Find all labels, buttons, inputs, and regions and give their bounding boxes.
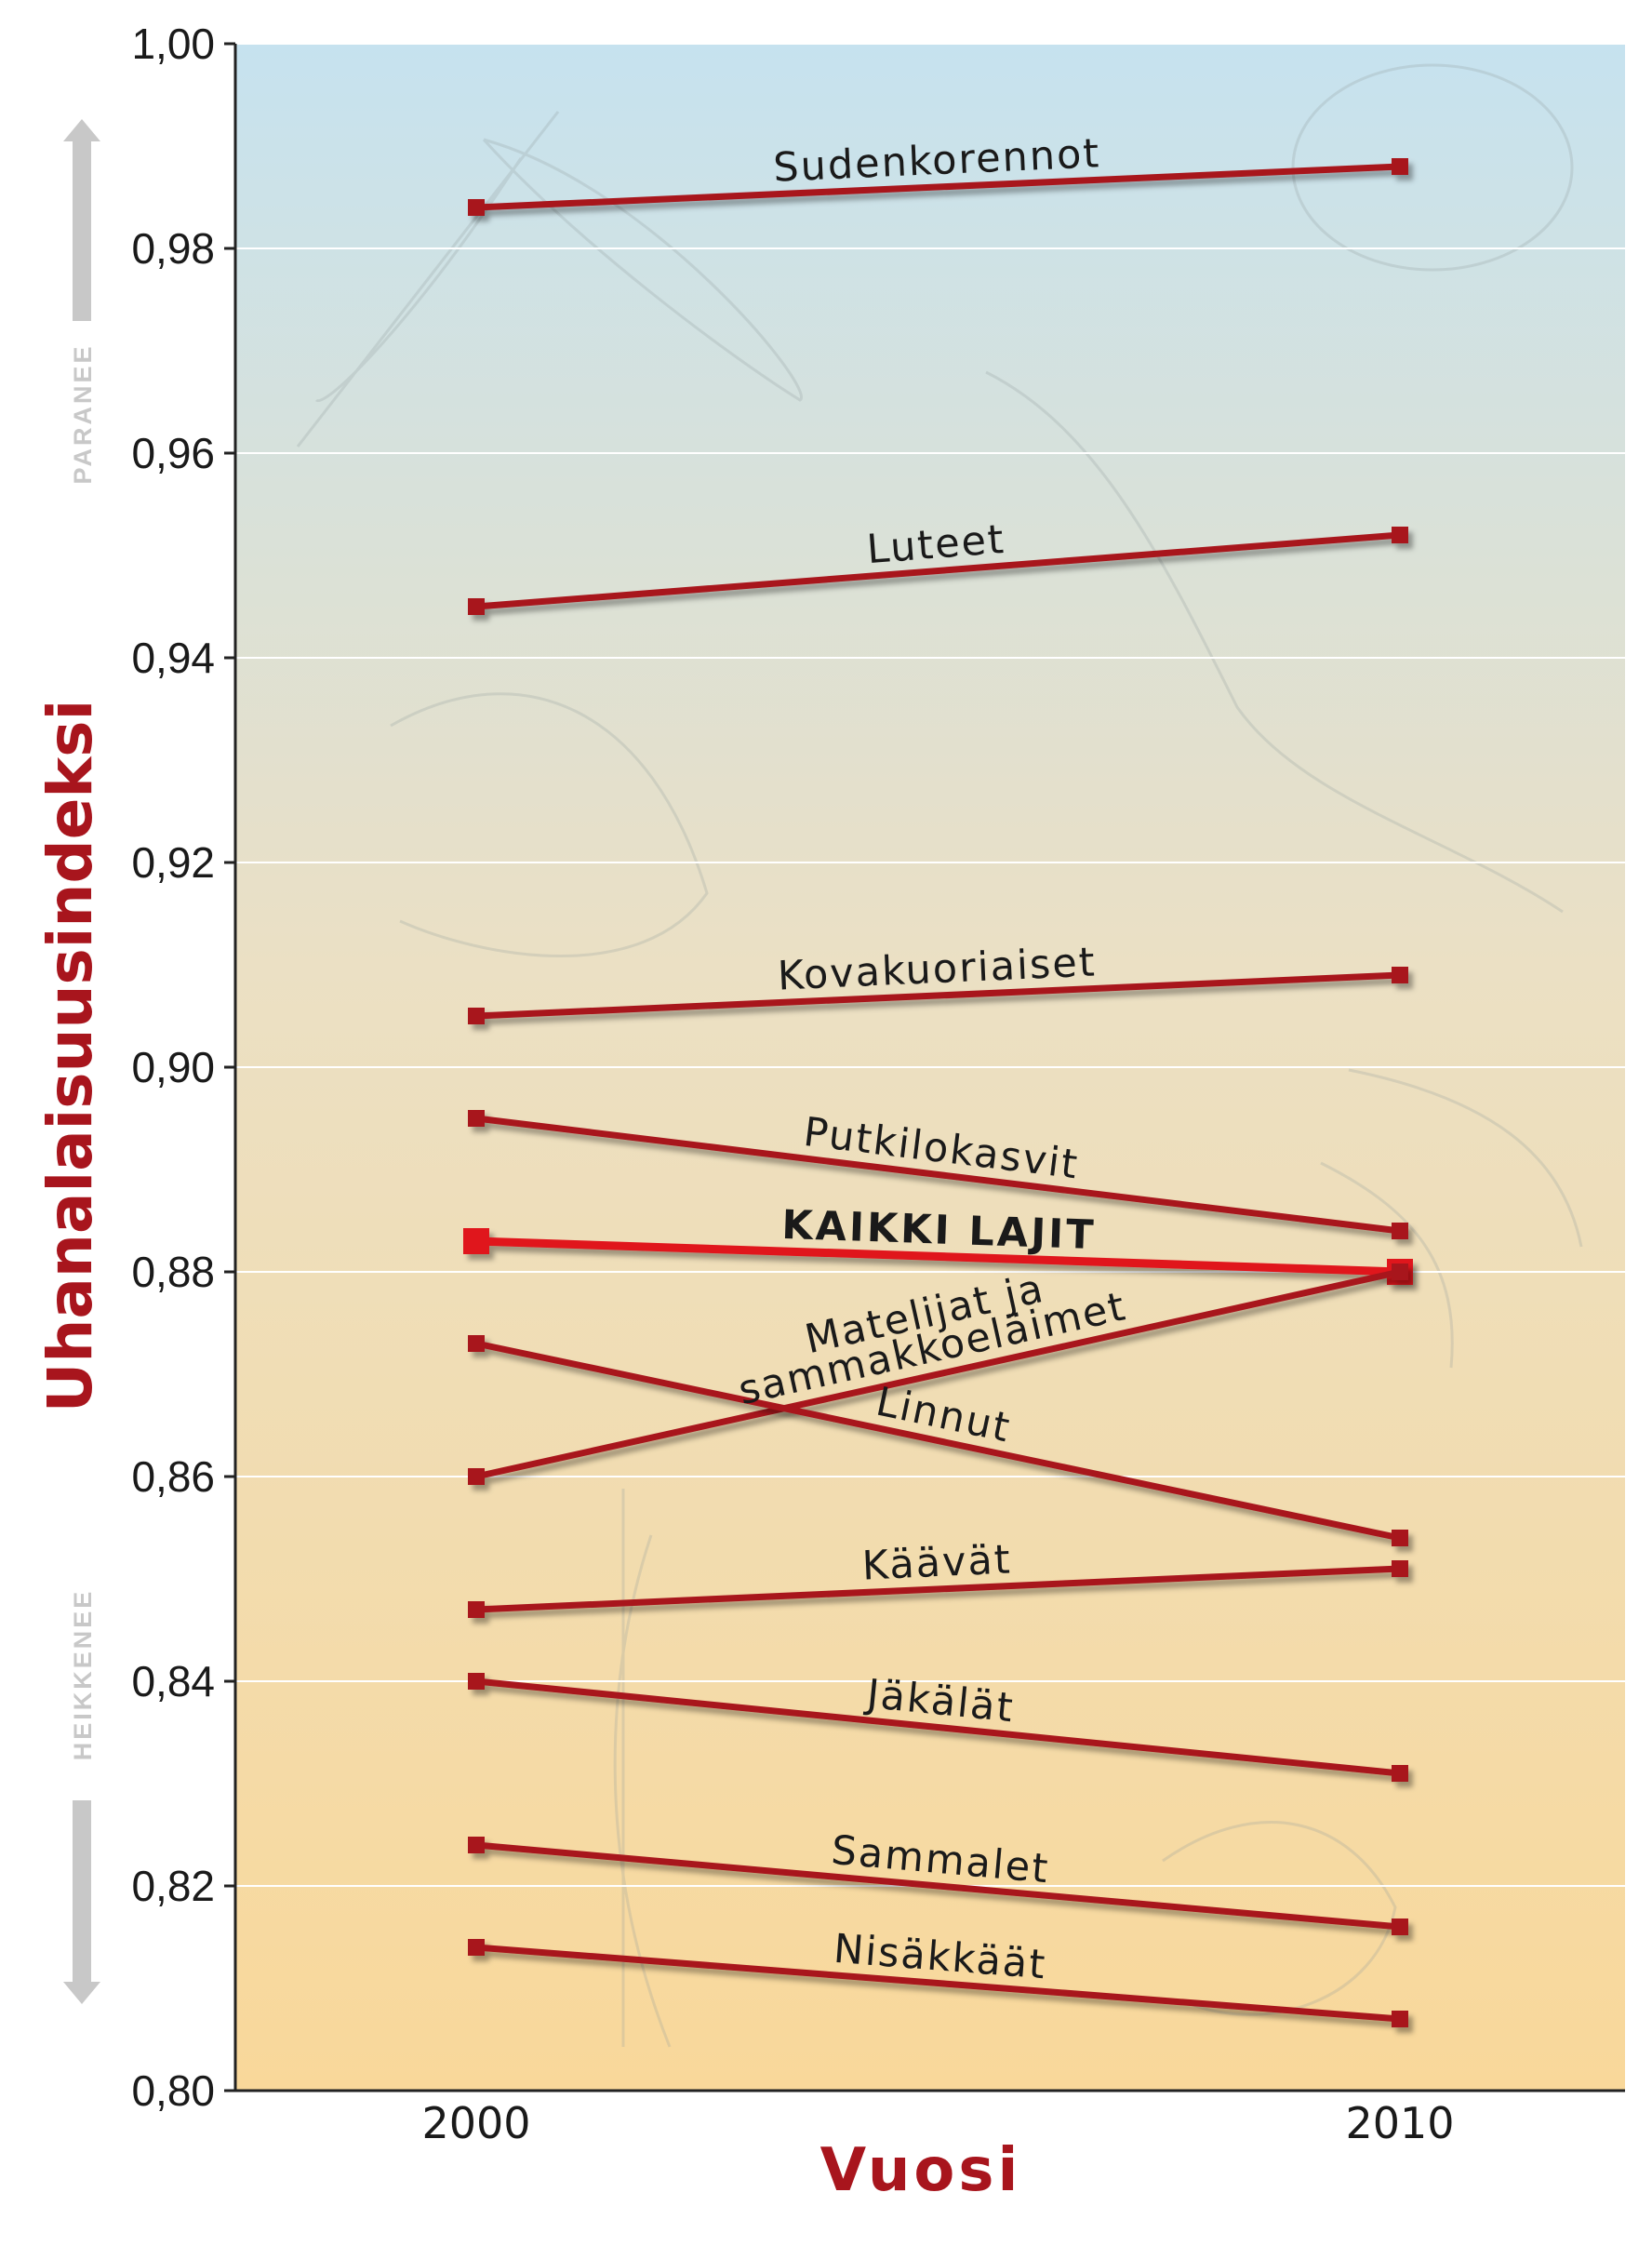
paranee-label: PARANEE	[69, 343, 97, 484]
series-linnut	[468, 1335, 1408, 1546]
worsens-indicator: HEIKKENEE	[63, 1589, 100, 2004]
y-tick-label: 0,82	[131, 1862, 215, 1910]
data-point-marker	[468, 1110, 485, 1127]
series-jäkälät	[468, 1673, 1408, 1782]
y-tick-label: 0,98	[131, 224, 215, 273]
y-tick-label: 0,86	[131, 1452, 215, 1501]
data-point-marker	[1392, 1765, 1408, 1782]
y-tick-label: 1,00	[131, 20, 215, 68]
data-point-marker	[1392, 527, 1408, 543]
data-point-marker	[468, 1468, 485, 1485]
y-tick-label: 0,96	[131, 429, 215, 477]
y-tick-label: 0,94	[131, 634, 215, 682]
data-point-marker	[1392, 2011, 1408, 2027]
x-tick-label: 2010	[1345, 2098, 1454, 2148]
series-putkilokasvit	[468, 1110, 1408, 1239]
series-matelijat-ja-sammakkoeläimet	[468, 1263, 1408, 1485]
series-sammalet	[468, 1837, 1408, 1935]
series-sudenkorennot	[468, 158, 1408, 216]
down-arrow-icon	[63, 1800, 100, 2004]
y-tick-label: 0,80	[131, 2066, 215, 2115]
data-point-marker	[1392, 1918, 1408, 1935]
series-line	[475, 971, 1401, 1020]
series-label: Luteet	[865, 516, 1007, 573]
background-illustration	[296, 63, 1583, 2048]
series-line	[475, 1678, 1401, 1777]
series-line	[475, 1115, 1401, 1235]
series-nisäkkäät	[468, 1939, 1408, 2027]
data-point-marker	[468, 1673, 485, 1690]
series-line	[475, 531, 1401, 610]
y-tick-label: 0,92	[131, 838, 215, 887]
series-line	[475, 163, 1401, 211]
series-line	[475, 1565, 1401, 1613]
series-line	[475, 1340, 1401, 1542]
y-tick-label: 0,88	[131, 1248, 215, 1296]
data-point-marker	[1392, 1263, 1408, 1280]
heikkenee-label: HEIKKENEE	[69, 1589, 97, 1761]
series-label-text: Käävät	[861, 1536, 1013, 1589]
series-line	[475, 1944, 1401, 2023]
series-käävät	[468, 1560, 1408, 1618]
data-point-marker	[463, 1228, 489, 1254]
series-line	[475, 1841, 1401, 1931]
y-tick-label: 0,90	[131, 1043, 215, 1091]
series-label: Käävät	[861, 1536, 1013, 1589]
data-point-marker	[1392, 1530, 1408, 1546]
data-point-marker	[468, 1335, 485, 1352]
data-point-marker	[1392, 967, 1408, 983]
data-point-marker	[468, 1939, 485, 1956]
data-point-marker	[1392, 1560, 1408, 1577]
series-lines	[463, 158, 1413, 2027]
up-arrow-icon	[63, 119, 100, 321]
series-label-text: Luteet	[865, 516, 1007, 573]
data-point-marker	[468, 598, 485, 615]
data-point-marker	[468, 199, 485, 216]
y-axis-title: Uhanalaisuusindeksi	[34, 700, 106, 1412]
series-kovakuoriaiset	[468, 967, 1408, 1024]
series-line	[475, 1268, 1401, 1480]
series-line	[475, 1237, 1401, 1277]
series-label-text: KAIKKI LAJIT	[781, 1202, 1098, 1259]
x-tick-label: 2000	[421, 2098, 530, 2148]
y-tick-label: 0,84	[131, 1657, 215, 1705]
data-point-marker	[468, 1837, 485, 1853]
data-point-marker	[1392, 158, 1408, 175]
series-luteet	[468, 527, 1408, 615]
improves-indicator: PARANEE	[63, 119, 100, 485]
axes: 0,80 0,82 0,84 0,86 0,88 0,90 0,92 0,94 0,96 0,98…	[131, 20, 1625, 2148]
series-label: KAIKKI LAJIT	[781, 1202, 1098, 1259]
data-point-marker	[468, 1008, 485, 1024]
data-point-marker	[1392, 1223, 1408, 1239]
x-axis-title: Vuosi	[820, 2136, 1022, 2205]
data-point-marker	[468, 1601, 485, 1618]
